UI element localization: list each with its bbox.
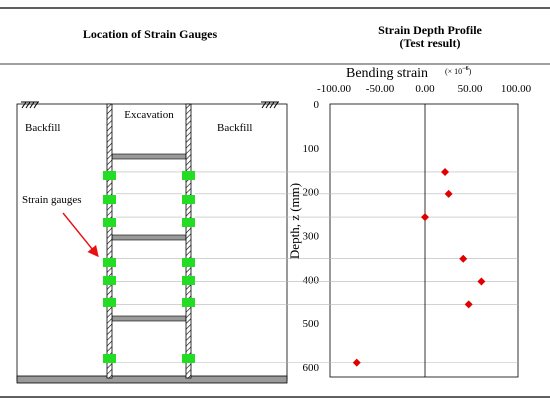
x-tick-label: 100.00	[501, 83, 532, 95]
strain-gauge	[103, 354, 116, 363]
retaining-wall-left	[106, 103, 113, 379]
data-point-marker	[444, 189, 453, 198]
ground-hatch-left	[21, 101, 39, 109]
x-tick-label: -50.00	[366, 83, 395, 95]
strut-2	[111, 234, 187, 241]
data-point-marker	[477, 277, 486, 286]
y-axis-label: Depth, z (mm)	[287, 183, 302, 259]
right-panel-title-line2: (Test result)	[399, 36, 461, 50]
y-tick-label: 300	[303, 231, 320, 243]
strain-gauge	[182, 276, 195, 285]
data-point-marker	[464, 300, 473, 309]
plot-area	[329, 103, 519, 378]
strain-gauge	[182, 218, 195, 227]
strain-gauge	[103, 298, 116, 307]
y-tick-label: 0	[314, 99, 320, 111]
x-tick-label: 0.00	[415, 83, 435, 95]
x-tick-label: 50.00	[458, 83, 483, 95]
right-panel-title-line1: Strain Depth Profile	[378, 23, 482, 37]
right-panel-title: Strain Depth Profile (Test result)	[320, 24, 540, 50]
y-tick-label: 600	[303, 362, 320, 374]
strain-gauge	[103, 258, 116, 267]
data-point-marker	[352, 358, 361, 367]
strut-1	[111, 153, 187, 160]
excavation-diagram: Backfill Backfill Excavation Strain gaug…	[16, 101, 288, 384]
strain-gauge	[182, 258, 195, 267]
retaining-wall-right	[185, 103, 192, 379]
strain-gauges-left-wall	[103, 171, 116, 363]
strain-gauges-label: Strain gauges	[22, 194, 82, 206]
diagram-frame	[16, 103, 288, 381]
strain-gauge	[103, 171, 116, 180]
data-point-marker	[421, 213, 429, 222]
strain-gauge	[103, 218, 116, 227]
strain-gauge	[182, 354, 195, 363]
x-tick-labels: -100.00 -50.00 0.00 50.00 100.00	[317, 83, 532, 95]
strain-gauge	[103, 195, 116, 204]
y-tick-label: 200	[303, 187, 320, 199]
x-tick-label: -100.00	[317, 83, 351, 95]
strain-gauge-arrow	[62, 212, 99, 258]
backfill-right-label: Backfill	[217, 122, 252, 134]
base-slab	[16, 375, 288, 384]
strain-gauge	[182, 298, 195, 307]
backfill-left-label: Backfill	[25, 122, 60, 134]
chart-title-unit: (× 10−6)	[445, 66, 472, 76]
data-point-marker	[441, 167, 450, 176]
strain-gauge	[103, 276, 116, 285]
y-tick-labels: 0 100 200 300 400 500 600	[303, 99, 320, 374]
ground-hatch-right	[261, 101, 279, 109]
depth-reference-lines	[116, 171, 518, 363]
excavation-label: Excavation	[124, 109, 174, 121]
y-tick-label: 500	[303, 318, 320, 330]
y-tick-label: 100	[303, 143, 320, 155]
y-tick-label: 400	[303, 274, 320, 286]
strut-3	[111, 315, 187, 322]
strain-gauges-right-wall	[182, 171, 195, 363]
strain-gauge	[182, 195, 195, 204]
chart-title: Bending strain	[346, 66, 428, 81]
left-panel-title: Location of Strain Gauges	[82, 27, 218, 41]
data-points	[352, 167, 486, 367]
strain-depth-chart: Bending strain (× 10−6) -100.00 -50.00 0.0…	[116, 66, 532, 378]
data-point-marker	[459, 254, 468, 263]
strain-gauge	[182, 171, 195, 180]
